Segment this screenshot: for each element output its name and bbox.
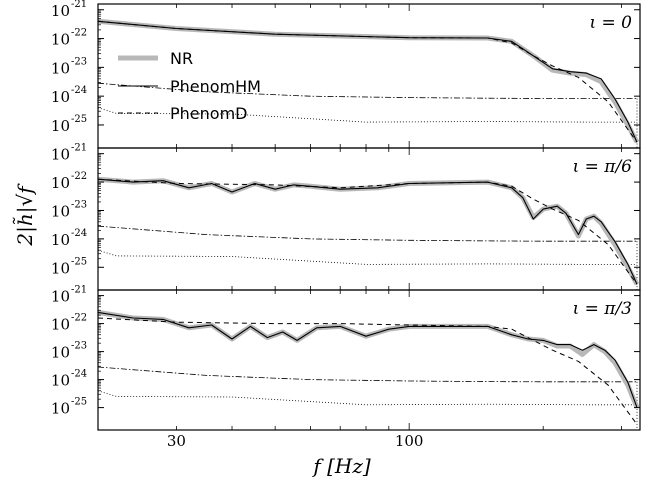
noise-dotted-line [97, 107, 637, 123]
y-tick-label: 10 [51, 288, 70, 306]
panel-label: ι = π/3 [573, 299, 632, 319]
y-tick-exponent: -21 [71, 0, 87, 10]
y-tick-exponent: -25 [71, 114, 87, 125]
series-nr [97, 309, 640, 409]
noise-dashdot-line [97, 366, 637, 383]
x-tick-label: 100 [395, 432, 424, 450]
y-tick-label: 10 [51, 146, 70, 164]
y-tick-exponent: -21 [71, 285, 87, 296]
y-tick-label: 10 [51, 344, 70, 362]
y-tick-exponent: -23 [71, 56, 87, 67]
series-phenomd [97, 20, 638, 143]
panel-label: ι = 0 [589, 13, 632, 33]
y-tick-label: 10 [51, 59, 70, 77]
series-phenomd [97, 178, 638, 285]
noise-dashdot-line [97, 225, 637, 242]
panel-frame [97, 147, 641, 291]
series-phenomhm [97, 178, 638, 285]
panel-label: ι = π/6 [573, 157, 633, 177]
y-tick-exponent: -23 [71, 199, 87, 210]
y-tick-label: 10 [51, 316, 70, 334]
noise-dotted-line [97, 249, 637, 265]
y-tick-exponent: -25 [71, 397, 87, 408]
noise-dashdot-line [97, 82, 637, 99]
y-tick-label: 10 [51, 400, 70, 418]
y-tick-label: 10 [51, 117, 70, 135]
y-tick-label: 10 [51, 202, 70, 220]
y-tick-label: 10 [51, 2, 70, 20]
y-tick-label: 10 [51, 231, 70, 249]
y-tick-label: 10 [51, 174, 70, 192]
x-axis-title: f [Hz] [311, 454, 371, 478]
y-tick-exponent: -22 [71, 28, 87, 39]
y-tick-label: 10 [51, 88, 70, 106]
panel-frame [97, 3, 641, 149]
legend-label-nr: NR [170, 49, 193, 68]
y-tick-exponent: -22 [71, 313, 87, 324]
series-nr [97, 176, 640, 286]
y-tick-exponent: -25 [71, 256, 87, 267]
y-tick-exponent: -21 [71, 143, 87, 154]
y-axis-title: 2|h̃|√f [13, 183, 38, 247]
y-tick-exponent: -24 [71, 85, 87, 96]
y-tick-label: 10 [51, 259, 70, 277]
x-tick-label: 30 [167, 432, 186, 450]
legend-label-phenomd: PhenomD [170, 104, 247, 123]
y-tick-exponent: -24 [71, 228, 87, 239]
legend-label-phenomhm: PhenomHM [170, 77, 261, 96]
y-tick-label: 10 [51, 31, 70, 49]
y-tick-label: 10 [51, 372, 70, 390]
noise-dotted-line [97, 390, 637, 406]
series-phenomhm [97, 311, 638, 408]
x-axis-ticks: 30 100 [167, 432, 424, 450]
panel-frame [97, 289, 641, 431]
legend: NR PhenomHM PhenomD [118, 49, 261, 123]
y-tick-exponent: -24 [71, 369, 87, 380]
y-tick-exponent: -23 [71, 341, 87, 352]
y-tick-exponent: -22 [71, 171, 87, 182]
